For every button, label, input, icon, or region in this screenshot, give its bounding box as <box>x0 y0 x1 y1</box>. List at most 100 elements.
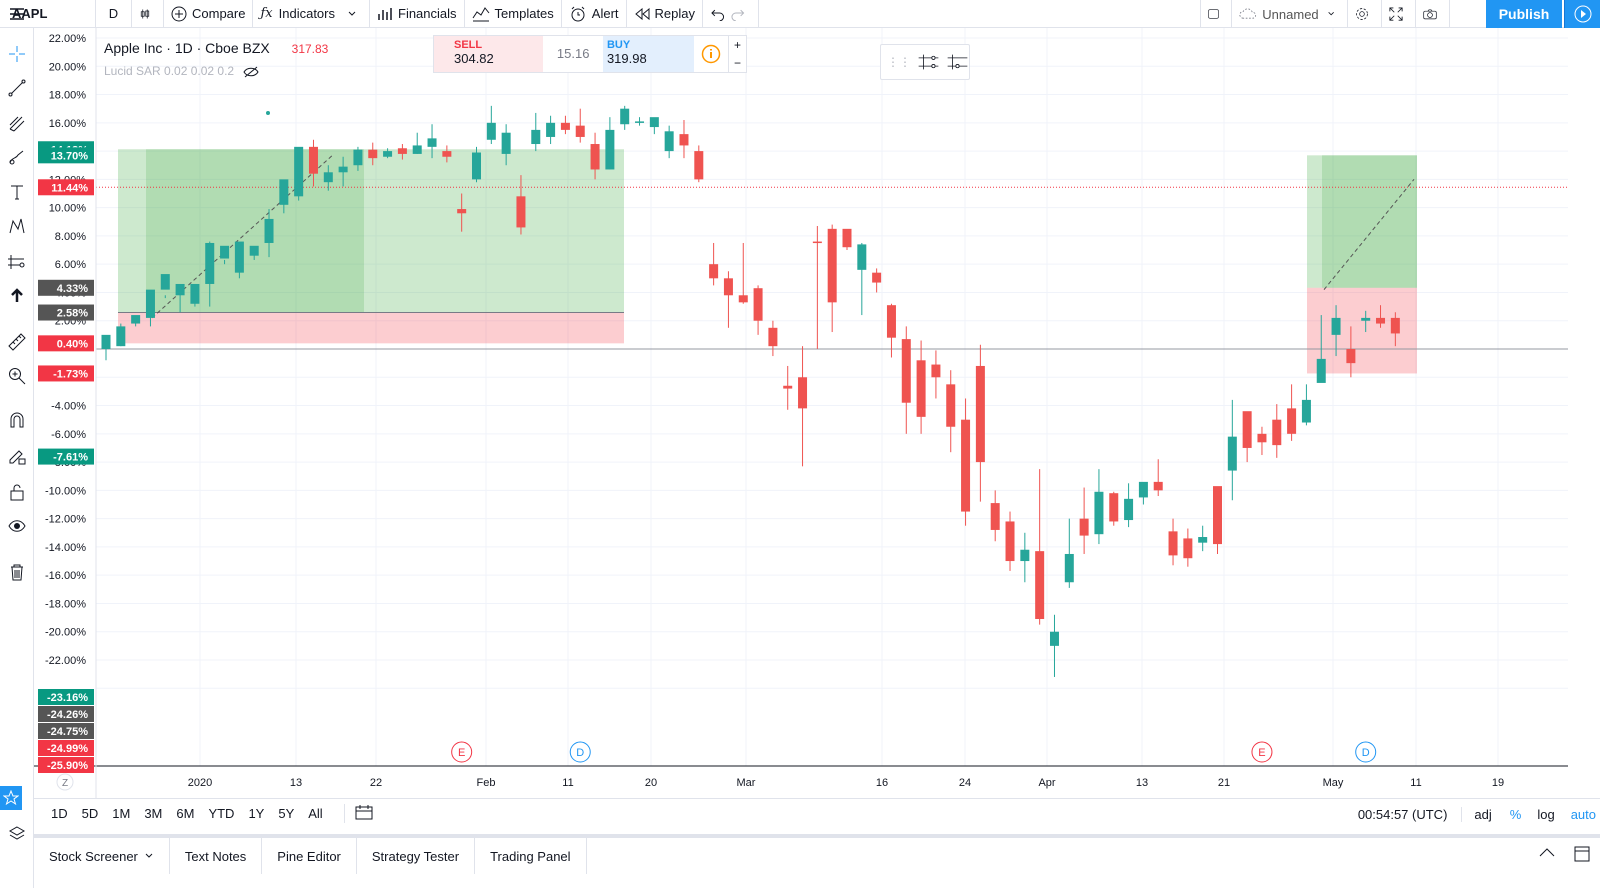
tab-text-notes[interactable]: Text Notes <box>170 838 263 874</box>
price-axis-label: -16.00% <box>45 570 86 582</box>
magnet-tool[interactable] <box>0 406 34 434</box>
candle-body <box>916 360 926 417</box>
range-1m[interactable]: 1M <box>112 806 131 821</box>
pattern-tool[interactable] <box>0 212 34 240</box>
range-6m[interactable]: 6M <box>176 806 195 821</box>
candle-body <box>590 144 600 170</box>
auto-toggle[interactable]: auto <box>1570 806 1596 822</box>
financials-button[interactable]: Financials <box>370 0 465 28</box>
range-5y[interactable]: 5Y <box>278 806 295 821</box>
tab-pine-editor[interactable]: Pine Editor <box>262 838 357 874</box>
layout-name-button[interactable]: Unnamed <box>1232 0 1348 28</box>
range-1d[interactable]: 1D <box>51 806 68 821</box>
brush-tool[interactable] <box>0 144 34 172</box>
price-chart[interactable]: E D E D 2020 13 22 Feb 11 20 Mar 16 24 Apr 13 21 May 11 19… <box>34 28 1568 798</box>
candle-body <box>383 151 393 157</box>
range-5d[interactable]: 5D <box>81 806 99 821</box>
fullscreen-button[interactable] <box>1382 0 1416 28</box>
price-badge-label: -24.99% <box>47 743 88 755</box>
arrow-tool[interactable] <box>0 282 34 310</box>
replay-button[interactable]: Replay <box>627 0 703 28</box>
financials-label: Financials <box>398 6 457 21</box>
quantity-stepper[interactable]: + − <box>728 36 746 72</box>
menu-button[interactable] <box>0 0 34 28</box>
long-position-settings-icon[interactable] <box>917 51 940 73</box>
range-ytd[interactable]: YTD <box>208 806 235 821</box>
settings-button[interactable] <box>1348 0 1382 28</box>
measure-tool[interactable] <box>0 328 34 356</box>
alert-button[interactable]: Alert <box>562 0 627 28</box>
symbol-title[interactable]: Apple Inc · 1D · Cboe BZX <box>104 40 270 56</box>
publish-menu-button[interactable] <box>1564 0 1600 28</box>
layout-select-button[interactable] <box>1200 0 1232 28</box>
interval-button[interactable]: D <box>96 0 132 28</box>
alarm-clock-icon <box>571 6 585 21</box>
indicators-button[interactable]: ƒx Indicators <box>253 0 370 28</box>
candle-body <box>1331 317 1341 335</box>
percent-toggle[interactable]: % <box>1509 806 1522 822</box>
candle-body <box>738 295 748 303</box>
top-toolbar: AAPL D Compare ƒx Indicators Financials … <box>0 0 1600 28</box>
chevron-up-icon[interactable] <box>1538 846 1556 860</box>
price-axis-label: -22.00% <box>45 655 86 667</box>
time-axis-label: 22 <box>370 777 382 789</box>
snapshot-button[interactable] <box>1416 0 1450 28</box>
stay-drawing-tool[interactable] <box>0 442 34 470</box>
tab-strategy-tester[interactable]: Strategy Tester <box>357 838 476 874</box>
fib-tool[interactable] <box>0 110 34 138</box>
short-position-settings-icon[interactable] <box>946 51 969 73</box>
price-badge-label: 11.44% <box>51 182 88 194</box>
scale-options: 00:54:57 (UTC) adj % log auto <box>1344 799 1600 829</box>
compare-button[interactable]: Compare <box>164 0 254 28</box>
crosshair-tool[interactable] <box>0 40 34 68</box>
candle-body <box>205 242 215 284</box>
sell-button[interactable]: SELL 304.82 <box>434 36 544 72</box>
candle-body <box>397 148 407 154</box>
candle-body <box>1168 531 1178 556</box>
time-axis-label: Feb <box>477 777 496 789</box>
time-axis-label: 13 <box>1136 777 1148 789</box>
info-button[interactable] <box>694 36 728 72</box>
adj-toggle[interactable]: adj <box>1474 806 1492 822</box>
favorites-tool[interactable] <box>0 786 22 810</box>
object-tree-tool[interactable] <box>0 820 34 848</box>
remove-drawings-tool[interactable] <box>0 558 34 586</box>
undo-icon[interactable] <box>710 7 726 21</box>
tab-stock-screener[interactable]: Stock Screener <box>34 838 170 874</box>
price-axis-label: -18.00% <box>45 598 86 610</box>
range-1y[interactable]: 1Y <box>248 806 265 821</box>
buy-button[interactable]: BUY 319.98 <box>602 36 695 72</box>
drag-handle-icon[interactable]: ⋮⋮ <box>887 55 911 69</box>
hide-drawings-tool[interactable] <box>0 512 34 540</box>
text-tool[interactable] <box>0 178 34 206</box>
brush-icon <box>9 150 24 165</box>
range-3m[interactable]: 3M <box>144 806 163 821</box>
chart-style-button[interactable] <box>132 0 164 28</box>
zoom-tool[interactable] <box>0 362 34 390</box>
candles-icon <box>140 9 150 18</box>
fx-icon: ƒx <box>260 6 273 21</box>
indicator-label: Lucid SAR 0.02 0.02 0.2 <box>104 64 235 78</box>
redo-icon[interactable] <box>730 7 746 21</box>
candle-body <box>664 131 674 152</box>
tab-trading-panel[interactable]: Trading Panel <box>475 838 587 874</box>
prediction-tool[interactable] <box>0 248 34 276</box>
range-all[interactable]: All <box>308 806 323 821</box>
price-axis-label: -20.00% <box>45 627 86 639</box>
go-to-date-button[interactable] <box>343 804 373 823</box>
log-toggle[interactable]: log <box>1537 806 1555 822</box>
long-position-profit-zone <box>1307 155 1417 288</box>
maximize-icon[interactable] <box>1574 846 1590 862</box>
candle-body <box>145 289 155 318</box>
lock-drawings-tool[interactable] <box>0 478 34 506</box>
clock[interactable]: 00:54:57 (UTC) <box>1344 806 1463 822</box>
trend-line-tool[interactable] <box>0 74 34 102</box>
event-marker <box>569 741 591 763</box>
templates-button[interactable]: Templates <box>465 0 562 28</box>
candle-body <box>1376 317 1386 324</box>
eye-hidden-icon[interactable] <box>243 66 260 78</box>
publish-button[interactable]: Publish <box>1486 0 1562 28</box>
gear-icon <box>1356 8 1368 20</box>
candle-body <box>1198 537 1208 543</box>
indicator-legend[interactable]: Lucid SAR 0.02 0.02 0.2 <box>104 64 260 78</box>
